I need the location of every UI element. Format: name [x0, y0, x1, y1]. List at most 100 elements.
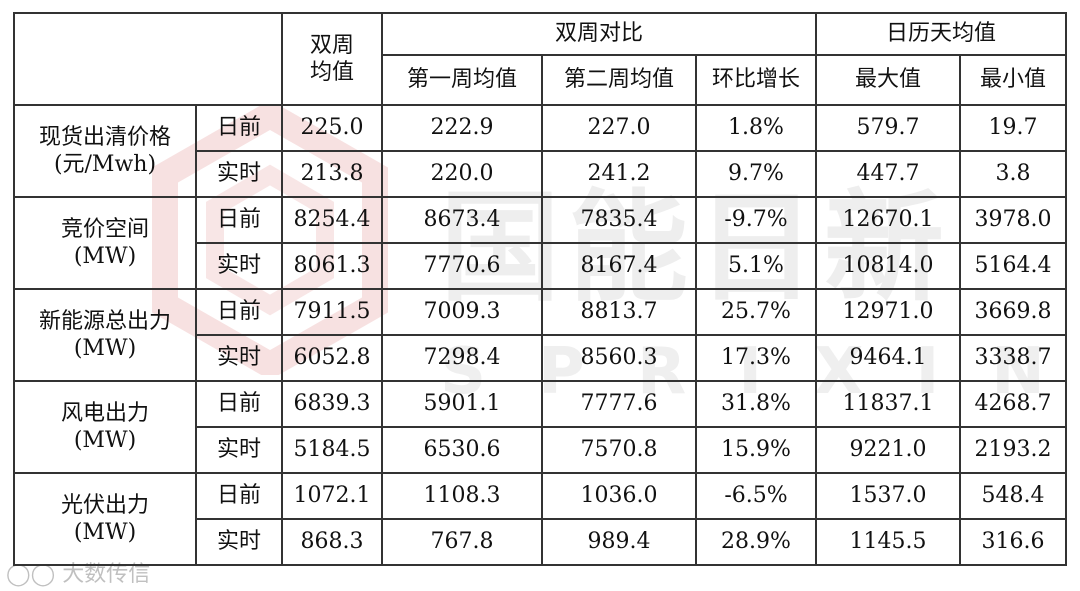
max-cell: 12971.0 — [815, 288, 961, 336]
week2-avg-cell: 8813.7 — [541, 288, 697, 336]
min-cell: 316.6 — [959, 518, 1067, 566]
indicator-name: 风电出力 — [60, 400, 149, 426]
header-row-2: 第一周均值 第二周均值 环比增长 最大值 最小值 — [14, 54, 1067, 106]
week2-avg-cell: 7777.6 — [541, 380, 697, 428]
min-cell: 548.4 — [959, 472, 1067, 520]
indicator-cell: 现货出清价格 (元/Mwh) — [13, 104, 197, 198]
max-cell: 1537.0 — [815, 472, 961, 520]
table-row: 实时 5184.5 6530.6 7570.8 15.9% 9221.0 2193.2 — [14, 426, 1067, 474]
max-cell: 1145.5 — [815, 518, 961, 566]
min-cell: 5164.4 — [959, 242, 1067, 290]
market-type-cell: 实时 — [195, 242, 283, 290]
indicator-name: 光伏出力 — [60, 492, 149, 518]
week1-avg-cell: 5901.1 — [381, 380, 543, 428]
market-type-cell: 日前 — [195, 380, 283, 428]
mom-growth-cell: -6.5% — [695, 472, 817, 520]
biweekly-avg-cell: 225.0 — [281, 104, 383, 152]
mom-growth-cell: 1.8% — [695, 104, 817, 152]
biweekly-avg-cell: 1072.1 — [281, 472, 383, 520]
week1-avg-cell: 767.8 — [381, 518, 543, 566]
market-type-cell: 日前 — [195, 472, 283, 520]
indicator-unit: (MW) — [73, 520, 137, 545]
max-cell: 579.7 — [815, 104, 961, 152]
min-header: 最小值 — [959, 54, 1067, 106]
indicator-unit: (MW) — [73, 244, 137, 269]
mom-growth-cell: 25.7% — [695, 288, 817, 336]
max-cell: 11837.1 — [815, 380, 961, 428]
max-cell: 9464.1 — [815, 334, 961, 382]
max-header: 最大值 — [815, 54, 961, 106]
indicator-unit: (MW) — [73, 428, 137, 453]
max-cell: 447.7 — [815, 150, 961, 198]
mom-growth-cell: -9.7% — [695, 196, 817, 244]
compare-group-header: 双周对比 — [381, 12, 817, 56]
week1-avg-cell: 220.0 — [381, 150, 543, 198]
week1-avg-cell: 222.9 — [381, 104, 543, 152]
market-type-cell: 日前 — [195, 104, 283, 152]
week2-avg-cell: 8167.4 — [541, 242, 697, 290]
min-cell: 2193.2 — [959, 426, 1067, 474]
min-cell: 3338.7 — [959, 334, 1067, 382]
week2-avg-cell: 1036.0 — [541, 472, 697, 520]
week1-avg-header: 第一周均值 — [381, 54, 543, 106]
market-type-cell: 实时 — [195, 426, 283, 474]
indicator-name: 竞价空间 — [60, 216, 149, 242]
market-type-cell: 实时 — [195, 334, 283, 382]
week2-avg-cell: 7570.8 — [541, 426, 697, 474]
min-cell: 19.7 — [959, 104, 1067, 152]
week2-avg-header: 第二周均值 — [541, 54, 697, 106]
week2-avg-cell: 7835.4 — [541, 196, 697, 244]
indicator-name: 新能源总出力 — [38, 308, 171, 334]
table-row: 实时 213.8 220.0 241.2 9.7% 447.7 3.8 — [14, 150, 1067, 198]
table-row: 竞价空间 (MW) 日前 8254.4 8673.4 7835.4 -9.7% 12670.1… — [13, 196, 1067, 290]
biweekly-avg-cell: 5184.5 — [281, 426, 383, 474]
mom-growth-cell: 31.8% — [695, 380, 817, 428]
mom-growth-cell: 5.1% — [695, 242, 817, 290]
indicator-cell: 新能源总出力 (MW) — [13, 288, 197, 382]
mom-growth-header: 环比增长 — [695, 54, 817, 106]
corner-cell — [13, 12, 283, 106]
mom-growth-cell: 28.9% — [695, 518, 817, 566]
market-type-cell: 实时 — [195, 518, 283, 566]
week1-avg-cell: 7770.6 — [381, 242, 543, 290]
biweekly-avg-cell: 8061.3 — [281, 242, 383, 290]
week2-avg-cell: 241.2 — [541, 150, 697, 198]
max-cell: 10814.0 — [815, 242, 961, 290]
table-row: 实时 868.3 767.8 989.4 28.9% 1145.5 316.6 — [14, 518, 1067, 566]
indicator-name: 现货出清价格 — [38, 124, 171, 150]
indicator-unit: (元/Mwh) — [53, 152, 157, 177]
table-row: 现货出清价格 (元/Mwh) 日前 225.0 222.9 227.0 1.8% 579.7 1… — [13, 104, 1067, 198]
mom-growth-cell: 9.7% — [695, 150, 817, 198]
week1-avg-cell: 6530.6 — [381, 426, 543, 474]
max-cell: 12670.1 — [815, 196, 961, 244]
daily-group-header: 日历天均值 — [815, 12, 1067, 56]
biweekly-avg-cell: 213.8 — [281, 150, 383, 198]
table-row: 实时 6052.8 7298.4 8560.3 17.3% 9464.1 3338.7 — [14, 334, 1067, 382]
table-row: 实时 8061.3 7770.6 8167.4 5.1% 10814.0 5164.4 — [14, 242, 1067, 290]
week1-avg-cell: 8673.4 — [381, 196, 543, 244]
min-cell: 4268.7 — [959, 380, 1067, 428]
week2-avg-cell: 227.0 — [541, 104, 697, 152]
table-row: 新能源总出力 (MW) 日前 7911.5 7009.3 8813.7 25.7% 12971… — [13, 288, 1067, 382]
week2-avg-cell: 989.4 — [541, 518, 697, 566]
indicator-unit: (MW) — [73, 336, 137, 361]
biweekly-avg-cell: 6839.3 — [281, 380, 383, 428]
week1-avg-cell: 7009.3 — [381, 288, 543, 336]
market-data-table: 双周均值 双周对比 日历天均值 第一周均值 第二周均值 环比增长 最大值 最小值… — [13, 12, 1067, 566]
week1-avg-cell: 1108.3 — [381, 472, 543, 520]
week1-avg-cell: 7298.4 — [381, 334, 543, 382]
min-cell: 3669.8 — [959, 288, 1067, 336]
mom-growth-cell: 17.3% — [695, 334, 817, 382]
biweekly-avg-cell: 868.3 — [281, 518, 383, 566]
table-row: 风电出力 (MW) 日前 6839.3 5901.1 7777.6 31.8% 11837.1… — [13, 380, 1067, 474]
biweekly-avg-cell: 6052.8 — [281, 334, 383, 382]
min-cell: 3.8 — [959, 150, 1067, 198]
market-type-cell: 实时 — [195, 150, 283, 198]
biweekly-avg-header: 双周均值 — [281, 12, 383, 106]
mom-growth-cell: 15.9% — [695, 426, 817, 474]
table-row: 光伏出力 (MW) 日前 1072.1 1108.3 1036.0 -6.5% 1537.0 5… — [13, 472, 1067, 566]
indicator-cell: 光伏出力 (MW) — [13, 472, 197, 566]
biweekly-avg-cell: 7911.5 — [281, 288, 383, 336]
indicator-cell: 风电出力 (MW) — [13, 380, 197, 474]
market-type-cell: 日前 — [195, 196, 283, 244]
